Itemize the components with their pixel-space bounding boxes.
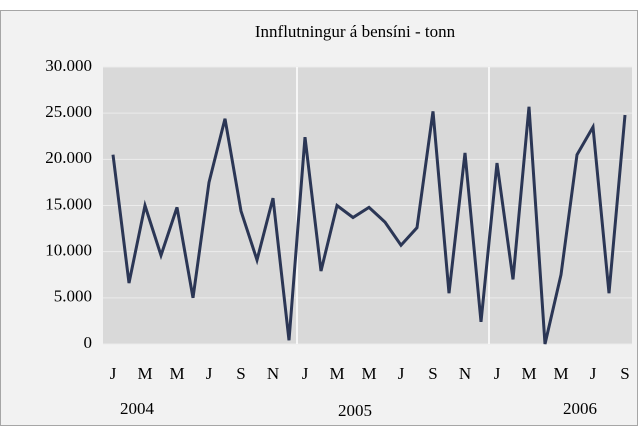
data-line <box>111 106 627 345</box>
x-tick-label: J <box>494 364 501 383</box>
x-tick-label: M <box>137 364 152 383</box>
x-tick-label: M <box>169 364 184 383</box>
x-tick-label: M <box>329 364 344 383</box>
x-tick-label: M <box>521 364 536 383</box>
year-label: 2004 <box>120 399 155 418</box>
y-tick-label: 15.000 <box>45 194 92 213</box>
y-tick-label: 30.000 <box>45 56 92 75</box>
x-tick-label: S <box>428 364 437 383</box>
year-label: 2005 <box>338 401 372 420</box>
x-tick-label: J <box>302 364 309 383</box>
x-tick-label: J <box>398 364 405 383</box>
x-tick-label: J <box>590 364 597 383</box>
x-tick-label: S <box>620 364 629 383</box>
x-tick-label: S <box>236 364 245 383</box>
x-tick-label: J <box>206 364 213 383</box>
x-tick-label: N <box>459 364 471 383</box>
x-tick-label: M <box>361 364 376 383</box>
chart-title: Innflutningur á bensíni - tonn <box>255 22 456 41</box>
y-tick-label: 10.000 <box>45 241 92 260</box>
y-tick-label: 5.000 <box>54 287 92 306</box>
x-tick-label: J <box>110 364 117 383</box>
y-tick-label: 20.000 <box>45 148 92 167</box>
y-tick-label: 0 <box>84 333 93 352</box>
year-label: 2006 <box>563 399 597 418</box>
x-tick-label: N <box>267 364 279 383</box>
y-tick-label: 25.000 <box>45 102 92 121</box>
x-tick-label: M <box>553 364 568 383</box>
